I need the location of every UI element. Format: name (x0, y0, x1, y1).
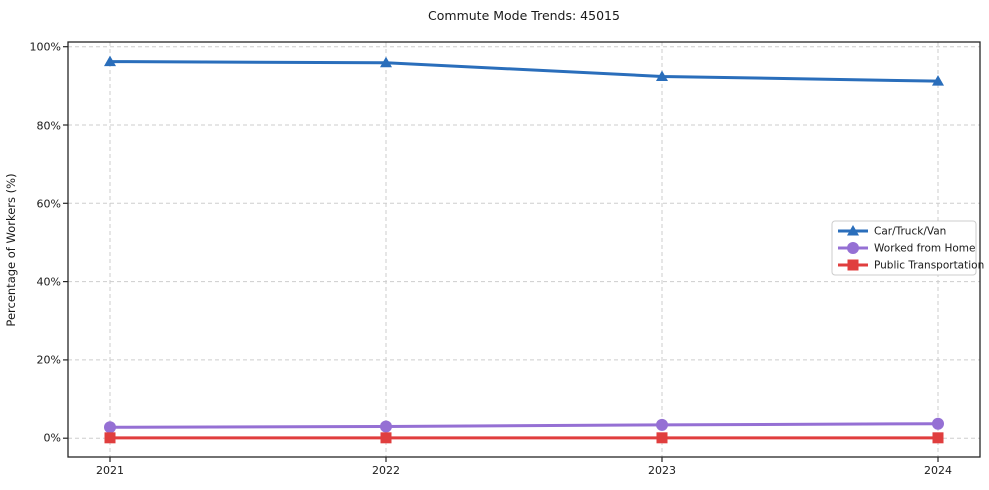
y-tick-label-80: 80% (37, 120, 61, 133)
y-axis-label: Percentage of Workers (%) (4, 173, 18, 326)
legend-label-worked-from-home: Worked from Home (874, 243, 975, 255)
x-tick-label-2024: 2024 (924, 464, 952, 477)
chart-title: Commute Mode Trends: 45015 (428, 8, 620, 23)
legend-label-car-truck-van: Car/Truck/Van (874, 226, 946, 238)
x-tick-label-2023: 2023 (648, 464, 676, 477)
x-tick-label-2022: 2022 (372, 464, 400, 477)
data-series (104, 55, 944, 444)
y-tick-label-100: 100% (30, 41, 61, 54)
gridlines (68, 42, 980, 457)
legend-label-public-transportation: Public Transportation (874, 260, 984, 272)
y-tick-label-20: 20% (37, 354, 61, 367)
y-tick-label-60: 60% (37, 198, 61, 211)
x-tick-label-2021: 2021 (96, 464, 124, 477)
plot-frame (63, 41, 981, 462)
y-tick-label-40: 40% (37, 276, 61, 289)
legend-box (831, 220, 977, 276)
y-tick-label-0: 0% (44, 432, 61, 445)
